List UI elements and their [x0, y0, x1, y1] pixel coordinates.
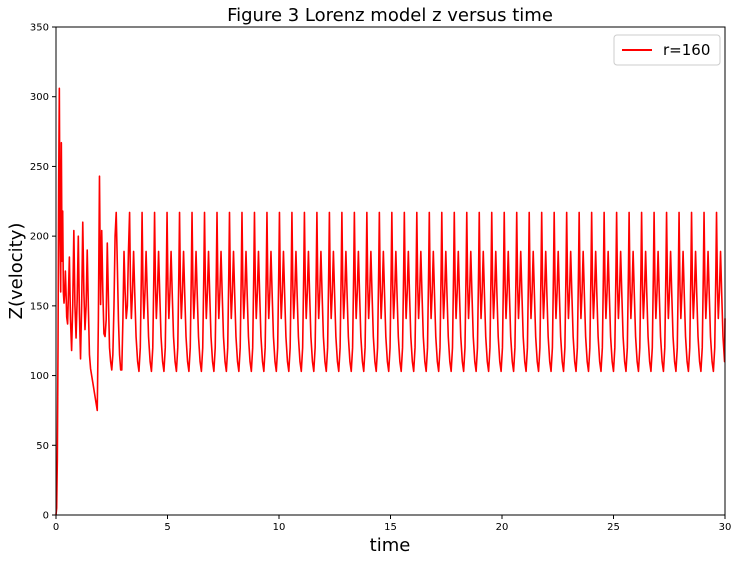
y-tick-label: 150	[30, 301, 49, 312]
legend-box	[613, 34, 721, 66]
y-tick-label: 200	[30, 232, 49, 243]
y-tick-label: 350	[30, 23, 49, 34]
x-tick-label: 25	[607, 522, 620, 533]
y-axis-title: Z(velocity)	[6, 223, 27, 320]
y-tick-label: 100	[30, 371, 49, 382]
legend-label: r=160	[663, 41, 710, 59]
chart-title: Figure 3 Lorenz model z versus time	[227, 5, 553, 26]
x-tick-label: 5	[164, 522, 170, 533]
y-tick-label: 50	[36, 441, 49, 452]
y-tick-label: 250	[30, 162, 49, 173]
plot-frame	[55, 26, 726, 516]
y-tick-label: 0	[43, 511, 49, 522]
legend: r=160	[613, 34, 721, 66]
x-tick-label: 0	[53, 522, 59, 533]
x-tick-label: 15	[384, 522, 397, 533]
series-line	[55, 87, 726, 516]
y-tick-label: 300	[30, 92, 49, 103]
x-tick-label: 30	[719, 522, 732, 533]
x-axis-title: time	[370, 535, 411, 556]
x-tick-label: 10	[273, 522, 286, 533]
x-tick-label: 20	[496, 522, 509, 533]
